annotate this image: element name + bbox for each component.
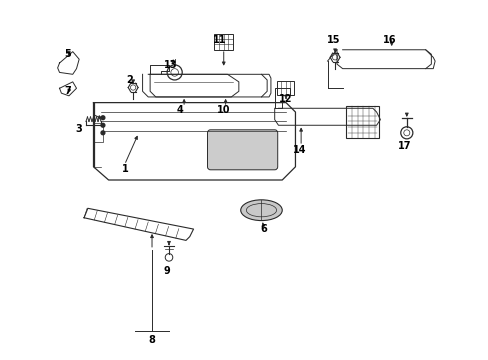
Text: 2: 2 [126,75,132,85]
Text: 13: 13 [164,60,177,70]
Text: 12: 12 [279,94,292,104]
Text: 14: 14 [292,145,305,155]
Ellipse shape [240,200,282,221]
Text: 10: 10 [217,105,230,115]
Text: 5: 5 [64,49,71,59]
Text: 15: 15 [326,35,339,45]
Bar [346,107,378,139]
Text: 3: 3 [76,124,82,134]
Text: 6: 6 [260,224,266,234]
Circle shape [101,131,104,135]
Text: 11: 11 [213,35,226,45]
Circle shape [101,123,104,127]
Text: 17: 17 [397,141,411,151]
Text: 7: 7 [64,86,71,96]
Text: 8: 8 [148,336,155,346]
Text: 4: 4 [177,105,183,115]
Text: 16: 16 [382,35,396,45]
Circle shape [101,116,104,120]
Text: 9: 9 [163,266,170,276]
Text: 1: 1 [122,164,129,174]
Bar [93,123,103,142]
FancyBboxPatch shape [207,130,277,170]
